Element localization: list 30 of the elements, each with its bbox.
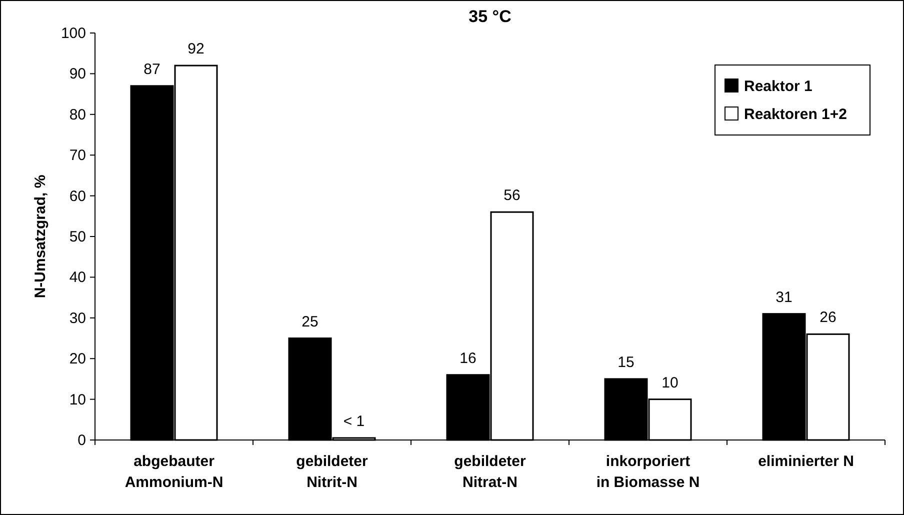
y-tick-label: 70	[69, 147, 86, 164]
y-tick-label: 40	[69, 269, 86, 286]
y-tick-label: 90	[69, 66, 86, 83]
y-tick-label: 30	[69, 310, 86, 327]
y-tick-label: 20	[69, 350, 86, 368]
x-tick-label: inkorporiert in Biomasse N	[596, 453, 700, 491]
y-tick-label: 80	[69, 106, 86, 124]
data-label: < 1	[343, 412, 365, 430]
data-label: 25	[302, 313, 318, 330]
x-tick-label: gebildeter Nitrit-N	[296, 453, 368, 491]
legend-label: Reaktor 1	[744, 78, 812, 95]
y-axis-title: N-Umsatzgrad, %	[32, 174, 49, 298]
data-label: 56	[504, 187, 520, 204]
chart-title: 35 °C	[468, 7, 512, 26]
y-tick-label: 10	[69, 391, 86, 408]
data-label: 92	[188, 40, 204, 58]
data-label: 26	[820, 309, 836, 326]
data-label: 87	[144, 60, 160, 78]
y-tick-label: 60	[69, 188, 86, 205]
y-tick-label: 100	[60, 25, 86, 42]
data-label: 16	[460, 350, 476, 367]
data-label: 10	[662, 374, 678, 392]
x-tick-label: abgebauter Ammonium-N	[124, 453, 224, 491]
y-tick-label: 0	[78, 432, 86, 449]
y-tick-label: 50	[69, 228, 86, 246]
data-label: 15	[618, 354, 634, 371]
x-tick-label: gebildeter Nitrat-N	[454, 453, 526, 491]
x-tick-label: eliminierter N	[758, 453, 854, 470]
legend-label: Reaktoren 1+2	[744, 106, 847, 123]
data-label: 31	[776, 288, 792, 306]
